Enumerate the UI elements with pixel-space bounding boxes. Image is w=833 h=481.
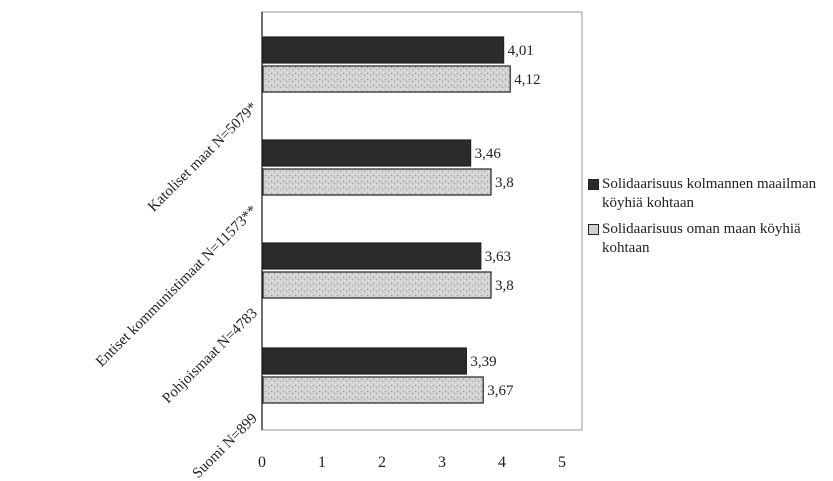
x-tick-label-2: 2 <box>378 454 386 471</box>
legend-label-series-1: Solidaarisuus kolmannen maailman köyhiä … <box>602 176 817 211</box>
x-tick-label-5: 5 <box>558 454 566 471</box>
bar-series-2-cat-4 <box>262 376 484 404</box>
legend-label-series-2: Solidaarisuus oman maan köyhiä kohtaan <box>602 221 801 256</box>
data-label-series-2-cat-1: 4,12 <box>514 72 540 88</box>
bar-series-1-cat-1 <box>262 36 505 64</box>
category-label-2: Entiset kommunistimaat N=11573** <box>93 203 261 371</box>
data-label-series-1-cat-4: 3,39 <box>470 354 496 370</box>
data-label-series-1-cat-2: 3,46 <box>475 146 502 162</box>
legend: Solidaarisuus kolmannen maailman köyhiä … <box>588 175 828 265</box>
category-label-1: Katoliset maat N=5079* <box>145 100 261 216</box>
plot-area <box>261 11 583 431</box>
data-label-series-1-cat-3: 3,63 <box>485 249 511 265</box>
x-tick-label-4: 4 <box>498 454 506 471</box>
legend-swatch-series-1 <box>588 179 599 190</box>
x-tick-label-1: 1 <box>318 454 326 471</box>
legend-swatch-series-2 <box>588 224 599 235</box>
bar-series-2-cat-1 <box>262 65 511 93</box>
legend-item-series-2: Solidaarisuus oman maan köyhiä kohtaan <box>588 220 828 258</box>
category-label-3: Pohjoismaat N=4783 <box>160 306 261 407</box>
x-tick-label-3: 3 <box>438 454 446 471</box>
legend-item-series-1: Solidaarisuus kolmannen maailman köyhiä … <box>588 175 828 213</box>
data-label-series-2-cat-4: 3,67 <box>487 383 514 399</box>
bar-series-1-cat-4 <box>262 347 467 375</box>
bar-series-1-cat-3 <box>262 242 482 270</box>
category-label-4: Suomi N=899 <box>190 411 261 481</box>
data-label-series-2-cat-3: 3,8 <box>495 278 514 294</box>
data-label-series-1-cat-1: 4,01 <box>508 43 534 59</box>
bar-series-2-cat-3 <box>262 271 492 299</box>
x-tick-label-0: 0 <box>258 454 266 471</box>
bar-series-2-cat-2 <box>262 168 492 196</box>
data-label-series-2-cat-2: 3,8 <box>495 175 514 191</box>
bar-series-1-cat-2 <box>262 139 472 167</box>
